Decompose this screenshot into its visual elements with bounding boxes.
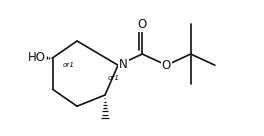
Text: or1: or1 — [108, 75, 120, 81]
Text: O: O — [162, 59, 171, 72]
Text: O: O — [138, 18, 147, 31]
Text: or1: or1 — [63, 62, 75, 68]
Text: HO: HO — [27, 51, 45, 64]
Text: N: N — [119, 58, 128, 71]
